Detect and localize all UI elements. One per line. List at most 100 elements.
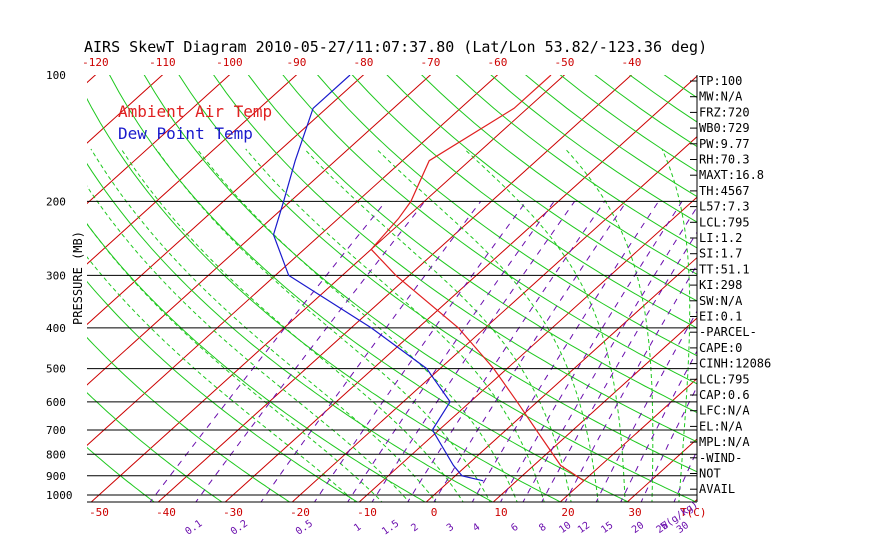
mixing-ratio-line bbox=[522, 206, 697, 502]
mixing-ratio-line bbox=[260, 201, 482, 502]
dew-point-line bbox=[272, 75, 484, 482]
mixing-ratio-tick-label: 3 bbox=[445, 522, 456, 534]
dry-adiabat-line bbox=[87, 280, 359, 502]
mixing-ratio-line bbox=[673, 449, 697, 502]
dry-adiabat-line bbox=[87, 336, 291, 502]
dry-adiabat-line bbox=[143, 75, 697, 502]
top-temp-tick-label: -100 bbox=[216, 56, 243, 69]
bottom-temp-tick-label: 10 bbox=[494, 506, 507, 519]
dry-adiabat-line bbox=[739, 56, 870, 504]
pressure-tick-label: 500 bbox=[46, 363, 66, 376]
dry-adiabat-line bbox=[773, 56, 870, 504]
mixing-ratio-tick-label: 2 bbox=[409, 522, 420, 534]
stability-index: AVAIL bbox=[699, 482, 735, 496]
legend-dew-point: Dew Point Temp bbox=[118, 124, 253, 143]
dry-adiabat-line bbox=[247, 75, 697, 414]
stability-index: L57:7.3 bbox=[699, 200, 750, 214]
isotherm-line bbox=[559, 377, 697, 502]
mixing-ratio-line bbox=[195, 201, 426, 502]
stability-index: MAXT:16.8 bbox=[699, 168, 764, 182]
mixing-ratio-line bbox=[149, 201, 387, 502]
dry-adiabat-line bbox=[455, 75, 697, 249]
stability-index: MPL:N/A bbox=[699, 435, 750, 449]
stability-index: KI:298 bbox=[699, 278, 742, 292]
moist-adiabat-line bbox=[87, 256, 356, 502]
axes bbox=[87, 75, 698, 503]
stability-index: LFC:N/A bbox=[699, 404, 750, 418]
top-temp-tick-label: -40 bbox=[621, 56, 641, 69]
pressure-tick-label: 700 bbox=[46, 424, 66, 437]
pressure-tick-label: 200 bbox=[46, 195, 66, 208]
legend-ambient-temp: Ambient Air Temp bbox=[118, 102, 272, 121]
mixing-ratio-tick-label: 0.1 bbox=[183, 518, 204, 537]
moist-adiabat-line bbox=[87, 223, 383, 502]
dry-adiabat-line bbox=[109, 75, 630, 502]
dry-adiabat-line bbox=[663, 75, 697, 99]
isotherm-line bbox=[358, 196, 697, 502]
top-temp-tick-label: -50 bbox=[554, 56, 574, 69]
top-temp-tick-label: -110 bbox=[149, 56, 176, 69]
stability-index: CAP:0.6 bbox=[699, 388, 750, 402]
isotherm-line bbox=[87, 75, 164, 144]
stability-index: -PARCEL- bbox=[699, 325, 757, 339]
pressure-tick-label: 400 bbox=[46, 322, 66, 335]
pressure-tick-label: 100 bbox=[46, 69, 66, 82]
profiles bbox=[272, 75, 585, 482]
bottom-temp-tick-label: 20 bbox=[561, 506, 574, 519]
mixing-ratio-line bbox=[433, 201, 627, 502]
isotherm-line bbox=[87, 75, 298, 265]
pressure-tick-label: 300 bbox=[46, 269, 66, 282]
top-temp-tick-label: -60 bbox=[487, 56, 507, 69]
y-axis-label: PRESSURE (MB) bbox=[71, 231, 85, 325]
stability-index: RH:70.3 bbox=[699, 153, 750, 167]
stability-index: EI:0.1 bbox=[699, 310, 742, 324]
moist-adiabat-line bbox=[245, 148, 545, 502]
stability-index: LCL:795 bbox=[699, 215, 750, 229]
mixing-ratio-line bbox=[541, 231, 697, 502]
stability-index: LCL:795 bbox=[699, 372, 750, 386]
stability-index: LI:1.2 bbox=[699, 231, 742, 245]
mixing-ratio-line bbox=[500, 201, 683, 502]
stability-index: TP:100 bbox=[699, 74, 742, 88]
dry-adiabat-line bbox=[386, 75, 697, 302]
dry-adiabat-line bbox=[213, 75, 697, 443]
bottom-temp-tick-label: -40 bbox=[156, 506, 176, 519]
mixing-ratio-tick-label: 6 bbox=[509, 522, 520, 534]
mixing-ratio-tick-label: 0.2 bbox=[229, 518, 250, 537]
mixing-ratio-tick-label: 15 bbox=[599, 520, 615, 536]
dry-adiabat-line bbox=[87, 97, 562, 502]
pressure-tick-label: 900 bbox=[46, 470, 66, 483]
isotherm-line bbox=[0, 56, 50, 504]
isotherm-line bbox=[492, 317, 697, 502]
isotherm-line bbox=[425, 256, 697, 502]
isotherm-line bbox=[87, 75, 432, 386]
isotherm-line bbox=[291, 136, 697, 502]
isotherm-line bbox=[90, 75, 566, 502]
isotherm-line bbox=[759, 56, 870, 504]
isotherm-line bbox=[87, 75, 365, 326]
dry-adiabat-line bbox=[317, 75, 697, 357]
mixing-ratio-tick-label: 1.5 bbox=[380, 518, 401, 537]
top-temp-tick-label: -80 bbox=[353, 56, 373, 69]
dry-adiabat-line bbox=[87, 392, 223, 502]
moist-adiabat-line bbox=[120, 148, 464, 502]
dry-adiabat-line bbox=[351, 75, 697, 329]
chart-title: AIRS SkewT Diagram 2010-05-27/11:07:37.8… bbox=[84, 38, 707, 56]
isotherm-line bbox=[826, 56, 870, 504]
stability-index: TT:51.1 bbox=[699, 262, 750, 276]
dry-adiabat-line bbox=[87, 446, 155, 502]
dry-adiabat-line bbox=[87, 162, 494, 502]
stability-index: NOT bbox=[699, 467, 721, 481]
mixing-ratio-tick-label: 8 bbox=[537, 522, 548, 534]
stability-index: PW:9.77 bbox=[699, 137, 750, 151]
moist-adiabat-line bbox=[304, 148, 572, 502]
grid-lines bbox=[0, 56, 870, 504]
top-temp-tick-label: -90 bbox=[286, 56, 306, 69]
dry-adiabat-line bbox=[490, 75, 697, 223]
isotherm-line bbox=[87, 75, 499, 447]
stability-index: SI:1.7 bbox=[699, 247, 742, 261]
isotherm-line bbox=[224, 75, 697, 502]
dry-adiabat-line bbox=[807, 56, 870, 504]
isotherm-line bbox=[87, 75, 231, 205]
